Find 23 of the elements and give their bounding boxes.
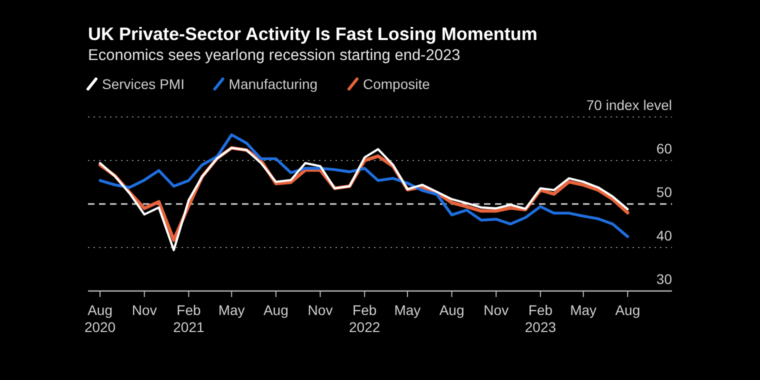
x-tick-label: Aug [615, 302, 640, 318]
chart-title: UK Private-Sector Activity Is Fast Losing Momentum [88, 24, 538, 44]
x-tick-label: May [218, 302, 245, 318]
x-tick-label: May [570, 302, 597, 318]
y-tick-label: 70 index level [586, 97, 672, 113]
x-tick-label: Aug [439, 302, 464, 318]
x-tick-label: Feb 2021 [173, 302, 204, 335]
legend-label: Services PMI [102, 76, 184, 92]
x-tick-label: Nov [484, 302, 509, 318]
legend-label: Composite [363, 76, 430, 92]
x-tick-label: Nov [132, 302, 157, 318]
y-tick-label: 50 [656, 184, 672, 200]
y-tick-label: 60 [656, 140, 672, 156]
y-tick-label: 40 [656, 228, 672, 244]
legend-label: Manufacturing [228, 76, 318, 92]
x-tick-label: Feb 2023 [524, 302, 556, 335]
x-tick-label: Aug 2020 [84, 302, 116, 335]
x-tick-label: Aug [263, 302, 288, 318]
y-tick-label: 30 [656, 271, 672, 287]
chart-subtitle: Economics sees yearlong recession starting end-2023 [88, 47, 460, 64]
x-tick-label: May [394, 302, 421, 318]
x-tick-label: Feb 2022 [349, 302, 380, 335]
x-tick-label: Nov [308, 302, 333, 318]
